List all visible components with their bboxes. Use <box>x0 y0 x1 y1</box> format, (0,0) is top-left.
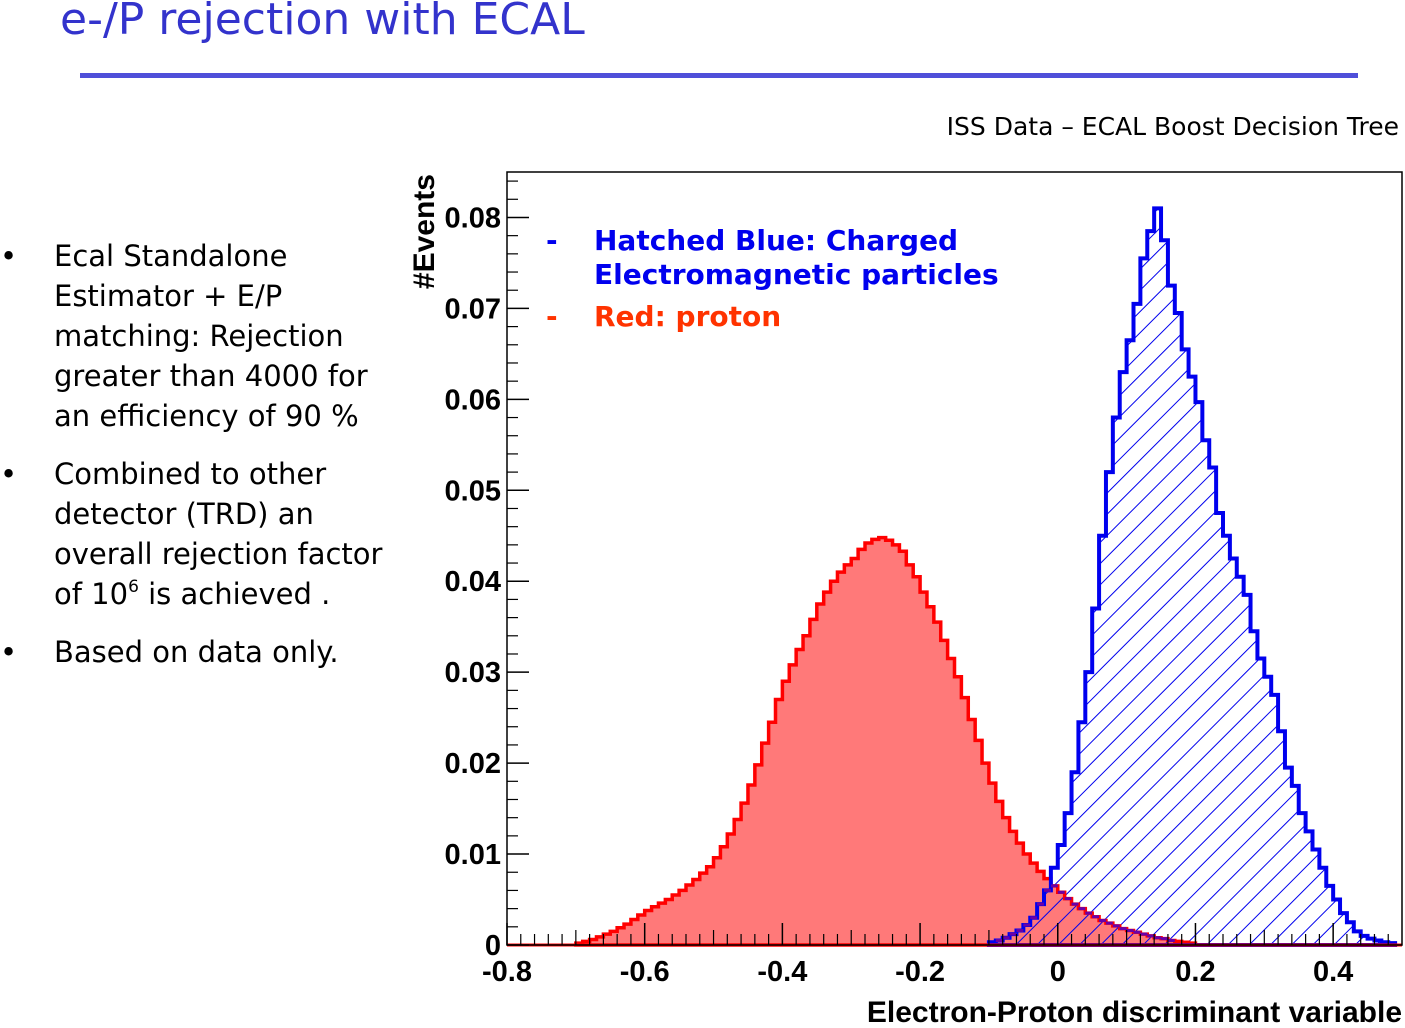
x-tick-label: -0.4 <box>757 956 807 988</box>
overlap-outline <box>995 884 1175 942</box>
y-axis-title: #Events <box>408 174 441 289</box>
legend-dash: - <box>546 224 558 257</box>
slide-title: e-/P rejection with ECAL <box>60 0 585 45</box>
bullet-list: Ecal Standalone Estimator + E/P matching… <box>0 236 400 690</box>
histogram-chart: 00.010.020.030.040.050.060.070.08-0.8 -0.… <box>408 171 1403 1028</box>
x-tick-label: -0.2 <box>895 956 945 988</box>
x-tick-label: 0.4 <box>1313 956 1353 988</box>
plot-frame <box>506 171 1403 946</box>
bullet-text: is achieved . <box>138 577 331 611</box>
bullet-text: Based on data only. <box>54 635 339 669</box>
x-axis-title: Electron-Proton discriminant variable <box>867 996 1402 1028</box>
electron-hatch <box>988 208 1396 945</box>
y-tick-label: 0.02 <box>445 748 501 780</box>
title-underline <box>80 73 1358 78</box>
y-tick-label: 0.08 <box>445 202 501 234</box>
y-tick-label: 0.01 <box>445 839 501 871</box>
y-tick-label: 0.07 <box>445 293 501 325</box>
y-tick-label: 0.06 <box>445 384 501 416</box>
legend-entry-electron: Hatched Blue: Charged <box>594 224 958 257</box>
chart-subtitle: ISS Data – ECAL Boost Decision Tree <box>946 112 1399 141</box>
electron-histogram <box>986 206 1398 947</box>
proton-texture <box>575 537 1196 945</box>
y-tick-label: 0 <box>485 930 501 962</box>
bullet-text: Combined to other detector (TRD) an over… <box>54 457 383 611</box>
y-tick-label: 0.04 <box>445 566 501 598</box>
bullet-text: Ecal Standalone Estimator + E/P matching… <box>54 239 368 433</box>
bullet-item: Combined to other detector (TRD) an over… <box>0 454 400 614</box>
bullet-item: Based on data only. <box>0 632 400 672</box>
legend-entry-proton: Red: proton <box>594 300 781 333</box>
bullet-superscript: 6 <box>128 577 139 597</box>
x-tick-label: 0.2 <box>1175 956 1215 988</box>
x-tick-label: 0 <box>1050 956 1066 988</box>
y-tick-label: 0.03 <box>445 657 501 689</box>
legend-dash: - <box>546 300 558 333</box>
bullet-item: Ecal Standalone Estimator + E/P matching… <box>0 236 400 436</box>
x-tick-label: -0.8 <box>482 956 532 988</box>
x-tick-label: -0.6 <box>620 956 670 988</box>
legend-entry-electron: Electromagnetic particles <box>594 258 999 291</box>
y-tick-label: 0.05 <box>445 475 501 507</box>
